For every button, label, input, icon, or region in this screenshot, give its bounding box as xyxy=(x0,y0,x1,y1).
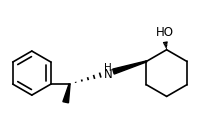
Text: HO: HO xyxy=(156,26,174,39)
Text: H: H xyxy=(104,63,112,73)
Polygon shape xyxy=(63,84,70,103)
Text: N: N xyxy=(104,68,112,81)
Polygon shape xyxy=(113,61,147,74)
